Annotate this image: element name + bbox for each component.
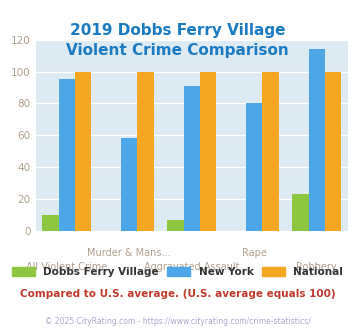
Legend: Dobbs Ferry Village, New York, National: Dobbs Ferry Village, New York, National <box>8 263 347 281</box>
Text: Murder & Mans...: Murder & Mans... <box>87 248 171 258</box>
Text: © 2025 CityRating.com - https://www.cityrating.com/crime-statistics/: © 2025 CityRating.com - https://www.city… <box>45 317 310 326</box>
Text: 2019 Dobbs Ferry Village
Violent Crime Comparison: 2019 Dobbs Ferry Village Violent Crime C… <box>66 23 289 58</box>
Bar <box>75 72 91 231</box>
Text: Aggravated Assault: Aggravated Assault <box>144 262 240 272</box>
Text: Rape: Rape <box>242 248 267 258</box>
Bar <box>292 194 308 231</box>
Bar <box>184 86 200 231</box>
Text: All Violent Crime: All Violent Crime <box>26 262 107 272</box>
Bar <box>121 139 137 231</box>
Bar <box>59 80 75 231</box>
Bar <box>200 72 216 231</box>
Text: Robbery: Robbery <box>296 262 337 272</box>
Bar <box>308 49 325 231</box>
Bar <box>42 215 59 231</box>
Bar <box>325 72 341 231</box>
Text: Compared to U.S. average. (U.S. average equals 100): Compared to U.S. average. (U.S. average … <box>20 289 335 299</box>
Bar <box>167 220 184 231</box>
Bar <box>262 72 279 231</box>
Bar <box>137 72 154 231</box>
Bar <box>246 103 262 231</box>
